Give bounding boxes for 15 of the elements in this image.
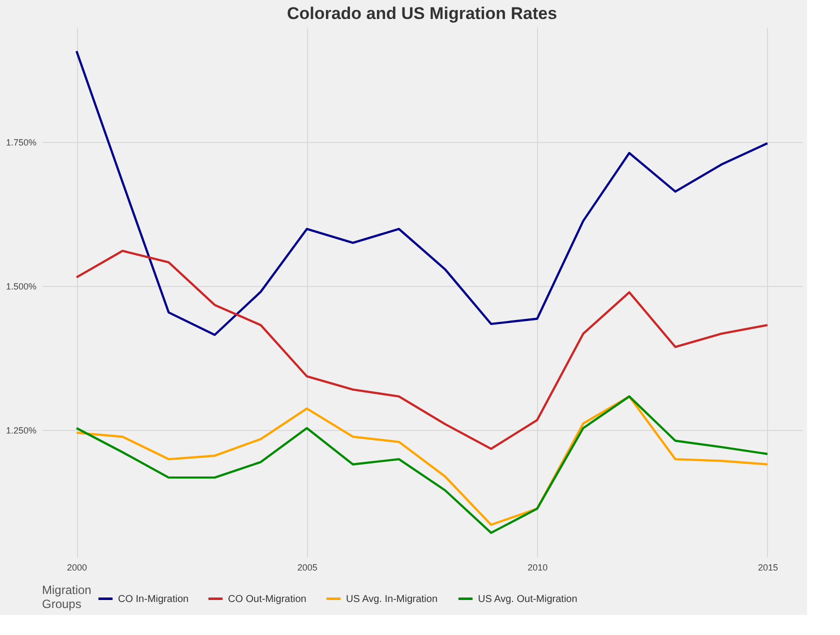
x-tick-label: 2000 xyxy=(67,562,88,572)
x-tick-label: 2015 xyxy=(758,562,778,572)
y-tick-label: 1.250% xyxy=(6,425,36,436)
line-series xyxy=(75,250,769,450)
line-series xyxy=(75,50,769,336)
legend-title: Migration Groups xyxy=(42,583,92,611)
y-tick-label: 1.750% xyxy=(6,138,36,148)
chart-title: Colorado and US Migration Rates xyxy=(286,4,558,23)
legend-label: CO Out-Migration xyxy=(228,594,306,605)
legend-label: CO In-Migration xyxy=(118,594,189,605)
x-tick-label: 2010 xyxy=(528,562,548,572)
x-tick-label: 2005 xyxy=(297,562,318,572)
legend-label: US Avg. Out-Migration xyxy=(478,594,578,605)
legend-label: US Avg. In-Migration xyxy=(346,594,438,605)
y-tick-label: 1.500% xyxy=(6,281,36,292)
